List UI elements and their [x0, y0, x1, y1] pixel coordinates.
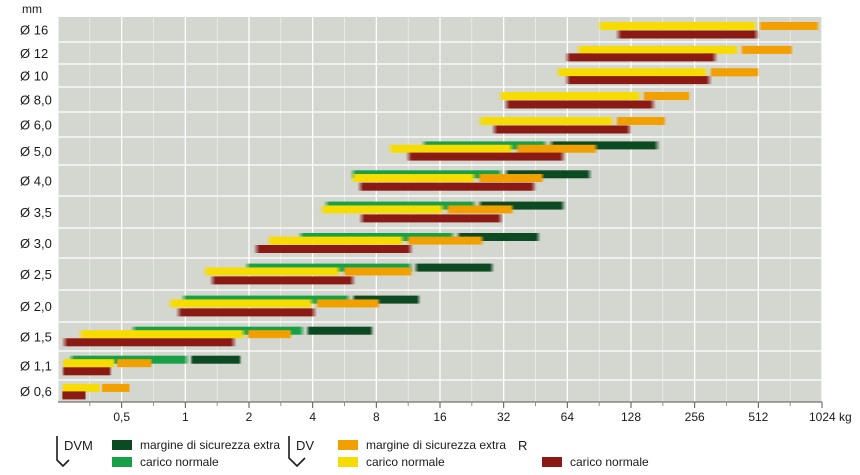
category-label: Ø 5,0 — [20, 144, 52, 159]
x-tick-label: 4 — [309, 410, 316, 424]
category-label: Ø 1,5 — [20, 330, 52, 345]
x-tick-label: 128 — [621, 410, 641, 424]
bar-dv — [319, 205, 446, 214]
category-label: Ø 4,0 — [20, 174, 52, 189]
bar-dv — [575, 45, 741, 54]
bar-dv — [758, 22, 820, 30]
bar-r — [358, 214, 504, 223]
bar-r — [503, 100, 656, 109]
bar-r — [564, 76, 713, 85]
bar-dv — [246, 330, 293, 339]
bar-dv — [740, 45, 794, 54]
bar-dv — [709, 68, 760, 77]
bar-dvm — [351, 295, 421, 304]
x-tick-label: 512 — [748, 410, 768, 424]
legend-dvm-code: DVM — [64, 438, 93, 453]
x-tick-label: 256 — [685, 410, 705, 424]
category-label: Ø 6,0 — [20, 118, 52, 133]
legend-dvm-normal-label: carico normale — [140, 455, 219, 469]
bar-dvm — [413, 263, 495, 272]
category-label: Ø 16 — [20, 23, 48, 38]
x-tick-label: 8 — [373, 410, 380, 424]
bar-dv — [642, 92, 691, 100]
category-label: Ø 3,0 — [20, 236, 52, 251]
bar-dv — [265, 236, 406, 245]
x-tick-label: 1 — [182, 410, 189, 424]
bar-dv — [477, 174, 545, 183]
legend-dv-normal-label: carico normale — [366, 455, 445, 469]
category-label: Ø 2,0 — [20, 299, 52, 314]
legend-r-code: R — [518, 438, 528, 453]
category-label: Ø 3,5 — [20, 205, 52, 220]
dv-hook-icon — [288, 436, 306, 468]
category-label: Ø 8,0 — [20, 93, 52, 108]
category-label: Ø 1,1 — [20, 359, 52, 374]
bar-r — [564, 53, 718, 62]
legend-swatch-r-normal — [542, 457, 562, 467]
x-tick-label: 1024 kg — [809, 410, 852, 424]
bar-dv — [615, 117, 667, 125]
bar-dv — [514, 144, 599, 153]
legend-swatch-dvm-extra — [112, 440, 132, 450]
bar-r — [175, 308, 318, 317]
category-label: Ø 12 — [20, 46, 48, 61]
legend-dv-extra-label: margine di sicurezza extra — [366, 438, 507, 452]
legend-dv-code: DV — [296, 438, 315, 453]
legend-dvm-extra: margine di sicurezza extra — [112, 438, 280, 452]
bar-dvm — [503, 170, 593, 179]
legend-swatch-dv-extra — [338, 440, 358, 450]
bar-dvm — [189, 355, 242, 364]
bar-dv — [115, 359, 153, 368]
bar-r — [357, 182, 538, 191]
bar-r — [615, 30, 760, 39]
category-label: Ø 0,6 — [20, 384, 52, 399]
bar-dvm — [548, 141, 661, 150]
bar-dv — [349, 174, 478, 183]
bar-dv — [77, 330, 247, 339]
legend-r-normal-label: carico normale — [570, 455, 649, 469]
bar-r — [405, 152, 566, 161]
bar-dvm — [455, 233, 541, 241]
bar-dvm — [477, 201, 566, 210]
bar-dv — [497, 92, 643, 100]
bar-dvm — [305, 326, 375, 335]
legend-dv-extra: margine di sicurezza extra — [338, 438, 506, 452]
legend: DVM margine di sicurezza extra carico no… — [0, 432, 860, 475]
legend-dvm-normal: carico normale — [112, 455, 219, 469]
bar-r — [61, 367, 112, 376]
bar-dv — [445, 205, 515, 214]
x-tick-label: 2 — [246, 410, 253, 424]
category-label: Ø 10 — [20, 69, 48, 84]
bar-dv — [387, 144, 515, 153]
x-tick-label: 32 — [497, 410, 511, 424]
bar-dv — [167, 299, 315, 308]
legend-swatch-dv-normal — [338, 457, 358, 467]
bar-r — [61, 338, 237, 347]
bar-r — [491, 125, 633, 134]
bar-dv — [61, 359, 116, 368]
bar-dv — [314, 299, 381, 308]
bar-dv — [405, 236, 485, 245]
bar-dv — [341, 267, 414, 276]
x-tick-label: 16 — [433, 410, 447, 424]
y-unit-label: mm — [22, 2, 42, 16]
bar-dv — [555, 68, 710, 77]
bar-dv — [202, 267, 342, 276]
legend-dv-normal: carico normale — [338, 455, 445, 469]
bar-dv — [477, 117, 616, 125]
legend-swatch-dvm-normal — [112, 457, 132, 467]
legend-dvm-extra-label: margine di sicurezza extra — [140, 438, 281, 452]
bar-dv — [61, 383, 102, 392]
x-tick-label: 64 — [561, 410, 575, 424]
bar-dv — [596, 22, 759, 30]
dvm-hook-icon — [56, 436, 70, 468]
bar-r — [61, 391, 87, 400]
legend-r-normal: carico normale — [542, 455, 649, 469]
category-label: Ø 2,5 — [20, 267, 52, 282]
x-tick-label: 0,5 — [113, 410, 130, 424]
bar-r — [253, 245, 414, 253]
bar-dv — [101, 383, 131, 392]
bar-r — [209, 276, 356, 285]
